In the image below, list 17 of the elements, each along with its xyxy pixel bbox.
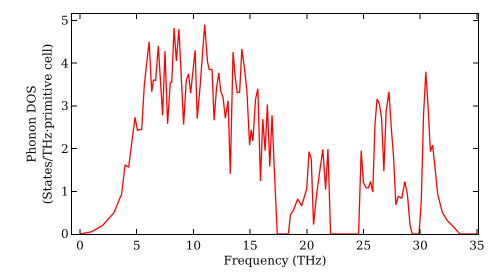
x-tick-label: 25 xyxy=(356,238,372,252)
y-tick-label: 5 xyxy=(60,14,69,28)
y-tick-label: 0 xyxy=(60,227,69,242)
y-tick-label: 3 xyxy=(60,99,69,114)
x-tick-label: 10 xyxy=(186,238,201,252)
line-series xyxy=(79,24,478,234)
y-tick-label: 2 xyxy=(60,142,69,156)
x-tick-label: 35 xyxy=(469,238,485,252)
x-axis-title: Frequency (THz) xyxy=(224,253,326,268)
x-tick-label: 20 xyxy=(299,238,314,252)
y-axis-title: Phonon DOS (States/THz·primitive cell) xyxy=(24,44,54,204)
x-tick-label: 15 xyxy=(242,238,258,252)
x-tick-label: 30 xyxy=(412,238,428,252)
y-tick-label: 1 xyxy=(60,184,69,198)
y-tick-label: 4 xyxy=(60,56,69,70)
x-tick-label: 5 xyxy=(132,238,140,252)
x-tick-label: 0 xyxy=(76,238,84,252)
